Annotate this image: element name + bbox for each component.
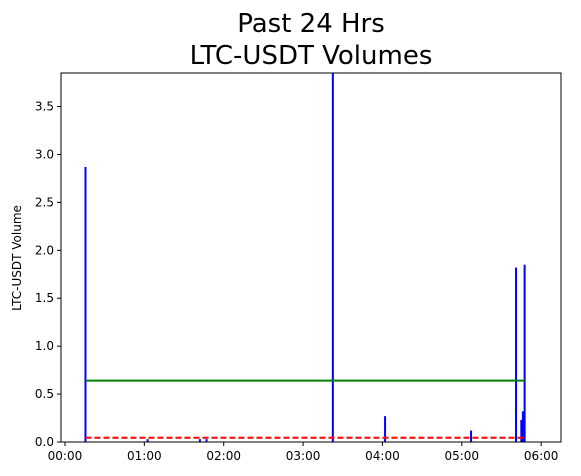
volume-bar-2 (198, 439, 201, 442)
y-tick-label-3: 1.5 (35, 291, 54, 305)
x-tick-label-5: 05:00 (444, 449, 479, 463)
volume-bar-3 (205, 439, 208, 442)
y-tick-label-2: 1.0 (35, 339, 54, 353)
x-tick-label-0: 00:00 (48, 449, 83, 463)
x-tick-label-2: 02:00 (206, 449, 241, 463)
chart-title-line-2: LTC-USDT Volumes (190, 41, 433, 71)
chart-title: Past 24 Hrs LTC-USDT Volumes (190, 9, 433, 71)
y-axis: 0.0 0.5 1.0 1.5 2.0 2.5 3.0 3.5 (35, 100, 61, 449)
y-tick-label-6: 3.0 (35, 147, 54, 161)
volume-bar-6 (470, 430, 473, 442)
volume-bar-9 (521, 411, 524, 442)
volume-bar-8 (520, 419, 523, 442)
x-axis: 00:00 01:00 02:00 03:00 04:00 05:00 06:00 (48, 442, 559, 463)
y-tick-label-4: 2.0 (35, 243, 54, 257)
y-tick-label-1: 0.5 (35, 387, 54, 401)
volume-bar-5 (384, 416, 387, 442)
chart-title-line-1: Past 24 Hrs (237, 9, 385, 39)
volume-bar-1 (146, 439, 149, 442)
y-tick-label-5: 2.5 (35, 195, 54, 209)
x-tick-label-3: 03:00 (286, 449, 321, 463)
x-tick-label-1: 01:00 (127, 449, 162, 463)
volume-bar-7 (515, 267, 518, 442)
y-tick-label-7: 3.5 (35, 100, 54, 114)
y-tick-label-0: 0.0 (35, 435, 54, 449)
volume-bar-4 (331, 73, 334, 442)
x-tick-label-6: 06:00 (524, 449, 559, 463)
y-axis-label: LTC-USDT Volume (10, 205, 24, 311)
plot-frame (60, 72, 562, 443)
volume-bar-0 (84, 166, 87, 442)
plot-content (84, 73, 526, 442)
volume-bar-10 (523, 264, 526, 442)
x-tick-label-4: 04:00 (365, 449, 400, 463)
